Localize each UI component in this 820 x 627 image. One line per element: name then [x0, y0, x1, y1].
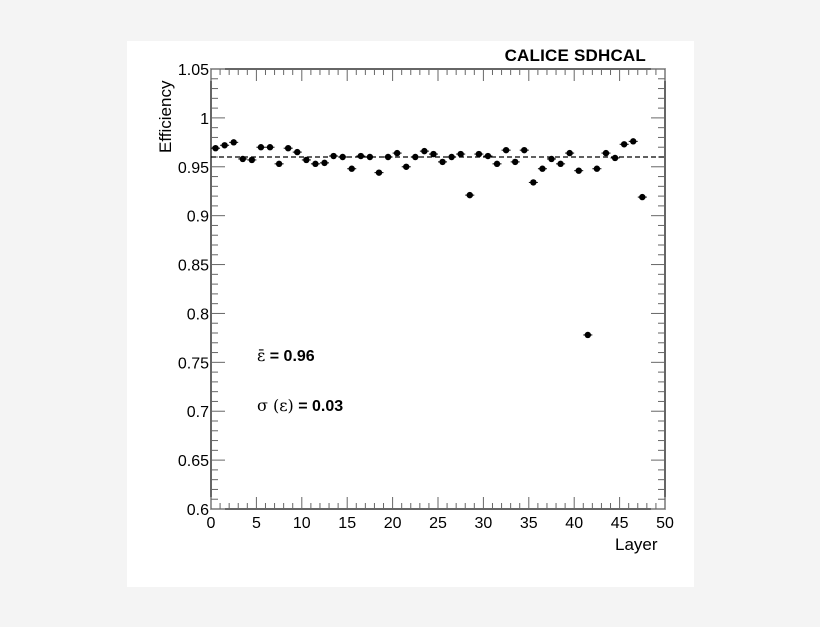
svg-text:5: 5 — [252, 515, 261, 532]
svg-text:45: 45 — [611, 515, 629, 532]
svg-text:0.8: 0.8 — [187, 306, 209, 323]
svg-text:25: 25 — [429, 515, 447, 532]
svg-text:50: 50 — [656, 515, 674, 532]
svg-text:0.9: 0.9 — [187, 209, 209, 226]
axis-ticks — [210, 68, 666, 510]
svg-text:35: 35 — [520, 515, 538, 532]
svg-text:0: 0 — [207, 515, 216, 532]
svg-text:20: 20 — [384, 515, 402, 532]
axes-frame — [210, 68, 666, 510]
svg-text:0.95: 0.95 — [178, 160, 209, 177]
figure-canvas: 0 5 10 15 20 25 30 35 40 45 50 0.6 0.65 0.7 0.75 0.8 0.8… — [127, 41, 694, 587]
svg-text:0.6: 0.6 — [187, 502, 209, 519]
svg-text:0.75: 0.75 — [178, 355, 209, 372]
svg-text:0.85: 0.85 — [178, 258, 209, 275]
svg-text:30: 30 — [475, 515, 493, 532]
svg-text:0.7: 0.7 — [187, 404, 209, 421]
x-axis-label: Layer — [615, 535, 658, 554]
svg-text:1: 1 — [200, 111, 209, 128]
chart-title: CALICE SDHCAL — [504, 46, 646, 65]
svg-text:1.05: 1.05 — [178, 62, 209, 79]
svg-text:10: 10 — [293, 515, 311, 532]
plot-area: 0 5 10 15 20 25 30 35 40 45 50 0.6 0.65 0.7 0.75 0.8 0.8… — [178, 62, 674, 532]
data-points — [211, 138, 647, 339]
svg-text:0.65: 0.65 — [178, 453, 209, 470]
sigma-value: = 0.03 — [298, 398, 344, 415]
mean-value: = 0.96 — [269, 348, 315, 365]
svg-text:40: 40 — [565, 515, 583, 532]
svg-text:15: 15 — [338, 515, 356, 532]
axis-tick-labels: 0 5 10 15 20 25 30 35 40 45 50 0.6 0.65 0.7 0.75 0.8 0.8… — [178, 62, 674, 532]
mean-symbol: ε̄ — [257, 346, 266, 365]
sigma-annotation: σ (ε) = 0.03 — [257, 396, 343, 416]
y-axis-label: Efficiency — [156, 80, 175, 153]
sigma-symbol: σ (ε) — [257, 396, 294, 415]
mean-annotation: ε̄ = 0.96 — [257, 346, 315, 366]
